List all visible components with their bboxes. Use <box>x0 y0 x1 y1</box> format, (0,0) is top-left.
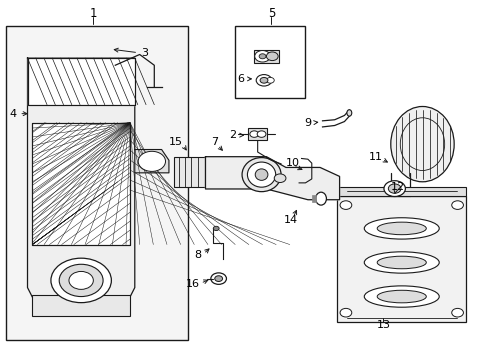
Bar <box>32 123 130 244</box>
Circle shape <box>274 174 285 183</box>
Bar <box>27 58 135 105</box>
Text: 9: 9 <box>304 118 311 128</box>
Ellipse shape <box>390 107 453 182</box>
Text: 2: 2 <box>229 130 236 140</box>
Ellipse shape <box>242 158 281 192</box>
Bar <box>234 26 305 98</box>
Ellipse shape <box>364 286 438 307</box>
Ellipse shape <box>315 192 326 205</box>
Polygon shape <box>27 58 135 105</box>
Polygon shape <box>27 58 135 316</box>
Bar <box>311 195 315 202</box>
Text: 4: 4 <box>9 109 17 119</box>
Circle shape <box>213 226 219 230</box>
Text: 10: 10 <box>285 158 300 168</box>
Text: 7: 7 <box>210 138 217 147</box>
Circle shape <box>249 131 258 137</box>
Ellipse shape <box>247 162 275 187</box>
Ellipse shape <box>255 169 267 180</box>
Circle shape <box>210 273 226 284</box>
Text: 8: 8 <box>194 250 202 260</box>
Bar <box>336 196 466 321</box>
Bar <box>254 50 278 63</box>
Circle shape <box>387 184 400 193</box>
Bar <box>32 295 130 316</box>
Ellipse shape <box>376 222 426 235</box>
Circle shape <box>339 309 351 317</box>
Circle shape <box>260 77 267 83</box>
Ellipse shape <box>364 252 438 273</box>
Polygon shape <box>205 157 339 200</box>
Text: 13: 13 <box>376 320 390 330</box>
Text: 1: 1 <box>89 7 97 20</box>
Circle shape <box>254 50 270 62</box>
Circle shape <box>266 77 274 83</box>
Bar <box>173 157 205 187</box>
Text: 6: 6 <box>237 74 244 84</box>
Bar <box>247 129 267 140</box>
Text: 14: 14 <box>284 215 298 225</box>
Circle shape <box>259 54 265 59</box>
Circle shape <box>451 309 463 317</box>
Ellipse shape <box>376 256 426 269</box>
Circle shape <box>257 131 265 137</box>
Circle shape <box>383 181 405 197</box>
Circle shape <box>339 201 351 210</box>
Text: 15: 15 <box>169 138 183 147</box>
Text: 3: 3 <box>141 48 148 58</box>
Circle shape <box>51 258 111 303</box>
Polygon shape <box>135 149 168 173</box>
Ellipse shape <box>376 290 426 303</box>
Bar <box>32 123 130 244</box>
Bar <box>5 26 188 339</box>
Circle shape <box>214 276 222 282</box>
Circle shape <box>69 271 93 289</box>
Circle shape <box>59 264 103 297</box>
Circle shape <box>266 52 278 60</box>
Circle shape <box>256 75 271 86</box>
Circle shape <box>451 201 463 210</box>
Text: 5: 5 <box>267 7 274 20</box>
Text: 16: 16 <box>186 279 200 289</box>
Text: 12: 12 <box>390 182 405 192</box>
Ellipse shape <box>364 218 438 239</box>
Text: 11: 11 <box>368 152 383 162</box>
Bar <box>336 187 466 196</box>
Ellipse shape <box>346 110 351 116</box>
Circle shape <box>138 151 165 171</box>
